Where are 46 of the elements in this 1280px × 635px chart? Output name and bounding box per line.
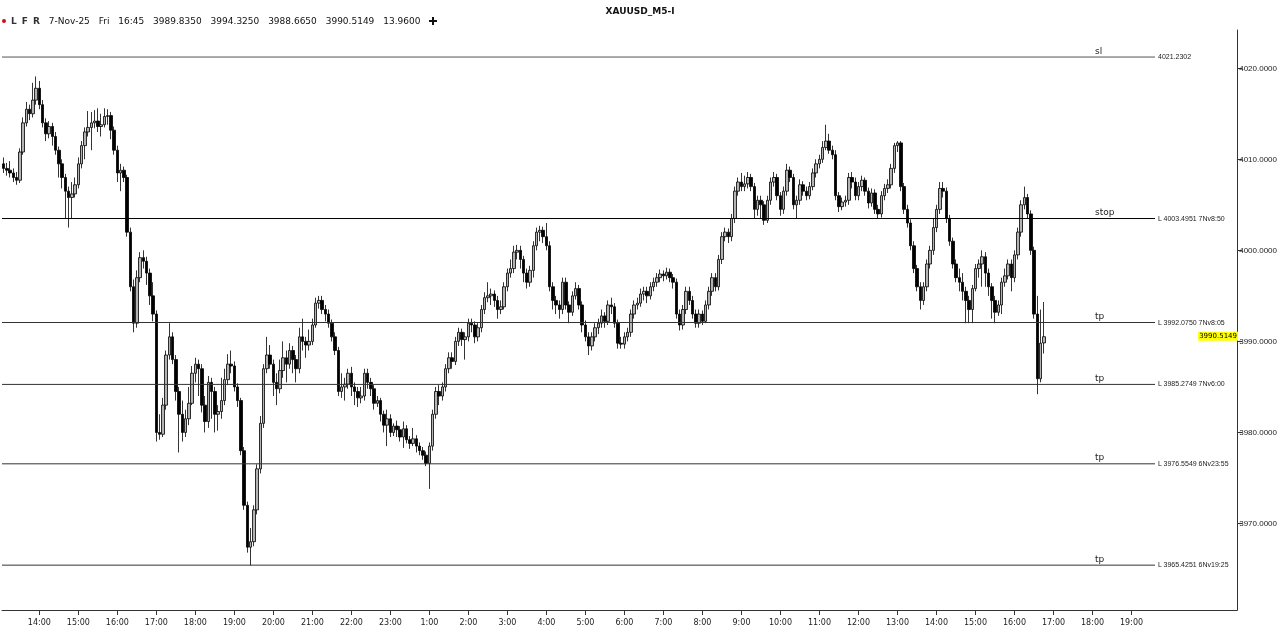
x-tick-label: 20:00 [261, 617, 285, 627]
x-tick-label: 6:00 [615, 617, 634, 627]
text: L [11, 16, 17, 26]
text: F [21, 16, 28, 26]
x-tick-label: 19:00 [1120, 617, 1144, 627]
y-tick-label: 4010.0000 [1239, 154, 1278, 164]
x-tick-label: 4:00 [537, 617, 556, 627]
x-tick-label: 17:00 [1042, 617, 1066, 627]
x-tick-label: 12:00 [846, 617, 871, 627]
x-tick-label: 11:00 [807, 617, 832, 627]
y-tick-label: 4020.0000 [1239, 63, 1278, 73]
x-tick-label: 18:00 [1081, 617, 1105, 627]
chart-subtitle: 7-Nov-25 Fri 16:45 3989.8350 3994.3250 3988.6650 3990.5149 13.9600 [48, 16, 421, 26]
x-tick-label: 15:00 [963, 617, 988, 627]
annotation: tp [1095, 553, 1105, 564]
x-tick-label: 23:00 [378, 617, 402, 627]
x-tick-label: 10:00 [768, 617, 793, 627]
x-tick-label: 16:00 [1002, 617, 1027, 627]
x-tick-label: 5:00 [576, 617, 595, 627]
x-tick-label: 2:00 [459, 617, 478, 627]
x-tick-label: 16:00 [105, 617, 129, 627]
annotation: sl [1095, 45, 1103, 56]
x-tick-label: 9:00 [732, 617, 751, 627]
y-tick-label: 4000.0000 [1239, 245, 1278, 255]
x-tick-label: 15:00 [66, 617, 90, 627]
x-tick-label: 1:00 [420, 617, 439, 627]
x-tick-label: 22:00 [339, 617, 363, 627]
x-tick-label: 14:00 [27, 617, 51, 627]
y-tick-label: 3970.0000 [1239, 519, 1278, 528]
text: R [32, 16, 40, 26]
y-tick-label: 3980.0000 [1239, 427, 1278, 437]
x-tick-label: 19:00 [222, 617, 246, 627]
annotation: tp [1095, 372, 1105, 383]
x-tick-label: 17:00 [144, 617, 168, 627]
y-tick-label: 3990.0000 [1239, 336, 1278, 346]
chart-title: XAUUSD_M5-I [605, 5, 675, 16]
x-tick-label: 18:00 [183, 617, 207, 627]
x-tick-label: 7:00 [654, 617, 673, 627]
x-tick-label: 14:00 [924, 617, 949, 627]
x-tick-label: 21:00 [300, 617, 324, 627]
annotation: stop [1095, 207, 1115, 218]
x-tick-label: 13:00 [885, 617, 910, 627]
annotation: tp [1095, 452, 1105, 463]
x-tick-label: 3:00 [498, 617, 517, 627]
annotation: tp [1095, 311, 1105, 321]
x-tick-label: 8:00 [693, 617, 712, 627]
